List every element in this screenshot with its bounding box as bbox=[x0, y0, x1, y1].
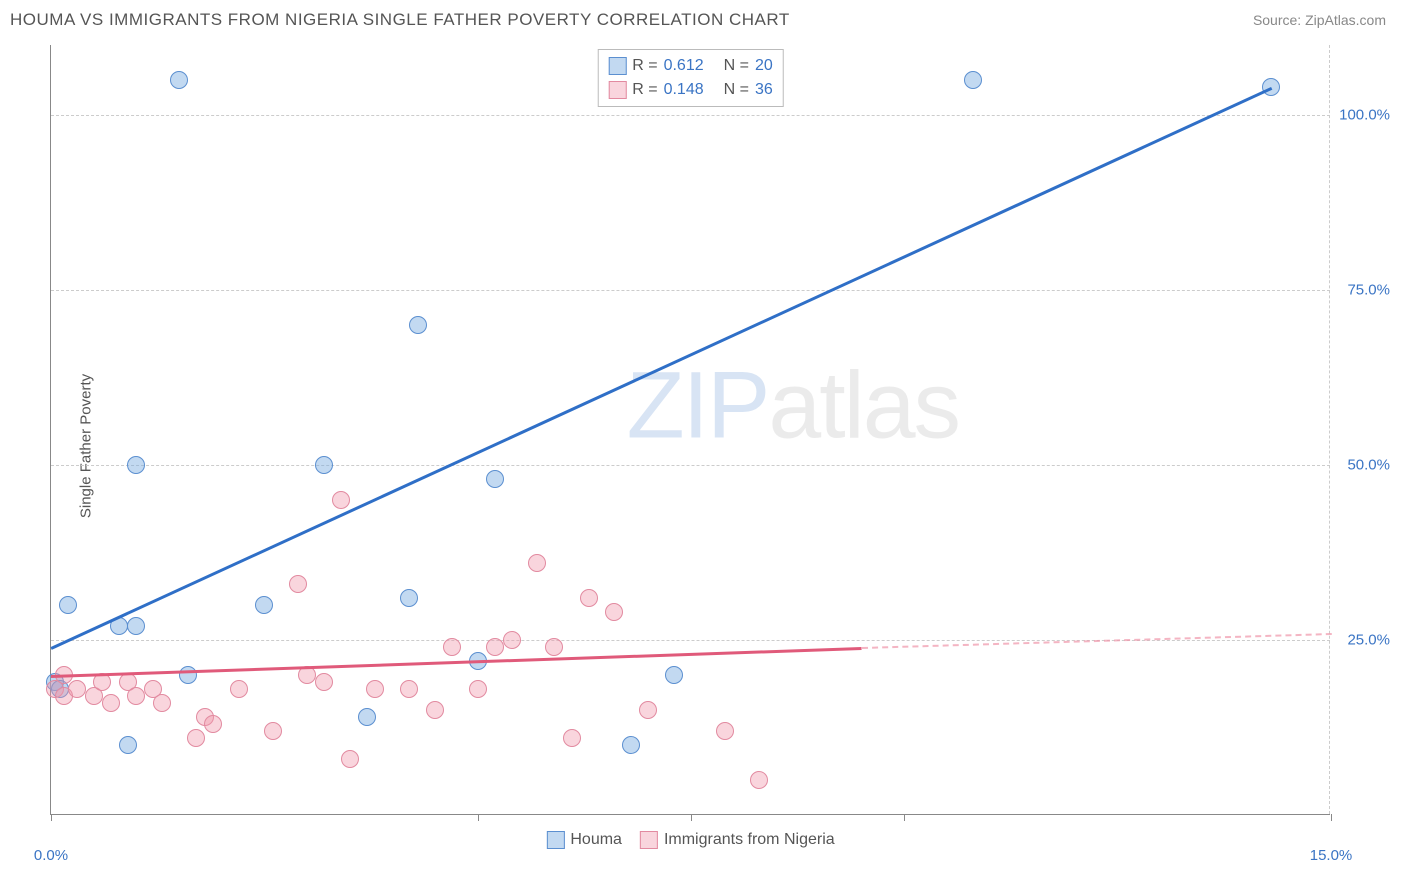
legend-series-item: Houma bbox=[546, 831, 622, 849]
data-point bbox=[750, 771, 768, 789]
r-value: 0.612 bbox=[664, 54, 704, 78]
data-point bbox=[341, 750, 359, 768]
legend-swatch bbox=[608, 57, 626, 75]
data-point bbox=[230, 680, 248, 698]
data-point bbox=[315, 456, 333, 474]
r-label: R = bbox=[632, 54, 657, 78]
data-point bbox=[332, 491, 350, 509]
data-point bbox=[622, 736, 640, 754]
legend-stat-row: R = 0.148 N =36 bbox=[608, 78, 773, 102]
legend-swatch bbox=[640, 831, 658, 849]
x-tick-label: 0.0% bbox=[34, 847, 68, 864]
data-point bbox=[469, 680, 487, 698]
r-value: 0.148 bbox=[664, 78, 704, 102]
trend-line-extrapolated bbox=[862, 633, 1331, 649]
legend-series-label: Immigrants from Nigeria bbox=[664, 831, 835, 849]
data-point bbox=[639, 701, 657, 719]
data-point bbox=[127, 456, 145, 474]
data-point bbox=[580, 589, 598, 607]
data-point bbox=[426, 701, 444, 719]
r-label: R = bbox=[632, 78, 657, 102]
gridline bbox=[51, 465, 1330, 466]
legend-swatch bbox=[546, 831, 564, 849]
legend-series-item: Immigrants from Nigeria bbox=[640, 831, 835, 849]
data-point bbox=[964, 71, 982, 89]
data-point bbox=[315, 673, 333, 691]
legend-swatch bbox=[608, 81, 626, 99]
legend-series: Houma Immigrants from Nigeria bbox=[546, 831, 834, 849]
gridline bbox=[51, 115, 1330, 116]
data-point bbox=[528, 554, 546, 572]
x-tick bbox=[1331, 814, 1332, 821]
data-point bbox=[119, 736, 137, 754]
data-point bbox=[102, 694, 120, 712]
data-point bbox=[255, 596, 273, 614]
data-point bbox=[605, 603, 623, 621]
y-tick-label: 75.0% bbox=[1347, 282, 1390, 299]
scatter-chart: ZIPatlas R =0.612N =20R =0.148N =36 Houm… bbox=[50, 45, 1330, 815]
n-value: 20 bbox=[755, 54, 773, 78]
data-point bbox=[1262, 78, 1280, 96]
y-tick-label: 25.0% bbox=[1347, 632, 1390, 649]
legend-series-label: Houma bbox=[570, 831, 622, 849]
data-point bbox=[170, 71, 188, 89]
data-point bbox=[400, 680, 418, 698]
data-point bbox=[545, 638, 563, 656]
n-value: 36 bbox=[755, 78, 773, 102]
data-point bbox=[127, 617, 145, 635]
data-point bbox=[264, 722, 282, 740]
data-point bbox=[486, 638, 504, 656]
x-tick bbox=[691, 814, 692, 821]
data-point bbox=[503, 631, 521, 649]
data-point bbox=[289, 575, 307, 593]
y-tick-label: 50.0% bbox=[1347, 457, 1390, 474]
header: HOUMA VS IMMIGRANTS FROM NIGERIA SINGLE … bbox=[0, 0, 1406, 35]
legend-stat-row: R = 0.612 N =20 bbox=[608, 54, 773, 78]
n-label: N = bbox=[724, 54, 749, 78]
x-tick bbox=[478, 814, 479, 821]
data-point bbox=[665, 666, 683, 684]
data-point bbox=[443, 638, 461, 656]
data-point bbox=[179, 666, 197, 684]
x-tick bbox=[904, 814, 905, 821]
x-tick-label: 15.0% bbox=[1310, 847, 1353, 864]
data-point bbox=[127, 687, 145, 705]
data-point bbox=[59, 596, 77, 614]
n-label: N = bbox=[724, 78, 749, 102]
data-point bbox=[366, 680, 384, 698]
data-point bbox=[358, 708, 376, 726]
data-point bbox=[187, 729, 205, 747]
data-point bbox=[153, 694, 171, 712]
gridline bbox=[51, 290, 1330, 291]
data-point bbox=[400, 589, 418, 607]
data-point bbox=[486, 470, 504, 488]
source-label: Source: ZipAtlas.com bbox=[1253, 12, 1386, 28]
right-border bbox=[1329, 45, 1330, 814]
data-point bbox=[68, 680, 86, 698]
chart-title: HOUMA VS IMMIGRANTS FROM NIGERIA SINGLE … bbox=[10, 10, 790, 30]
data-point bbox=[204, 715, 222, 733]
data-point bbox=[563, 729, 581, 747]
trend-line bbox=[50, 87, 1271, 649]
data-point bbox=[716, 722, 734, 740]
legend-stats: R = 0.612 N =20 R = 0.148 N =36 bbox=[597, 49, 784, 107]
x-tick bbox=[51, 814, 52, 821]
y-tick-label: 100.0% bbox=[1339, 107, 1390, 124]
watermark: ZIPatlas bbox=[627, 352, 959, 461]
data-point bbox=[409, 316, 427, 334]
